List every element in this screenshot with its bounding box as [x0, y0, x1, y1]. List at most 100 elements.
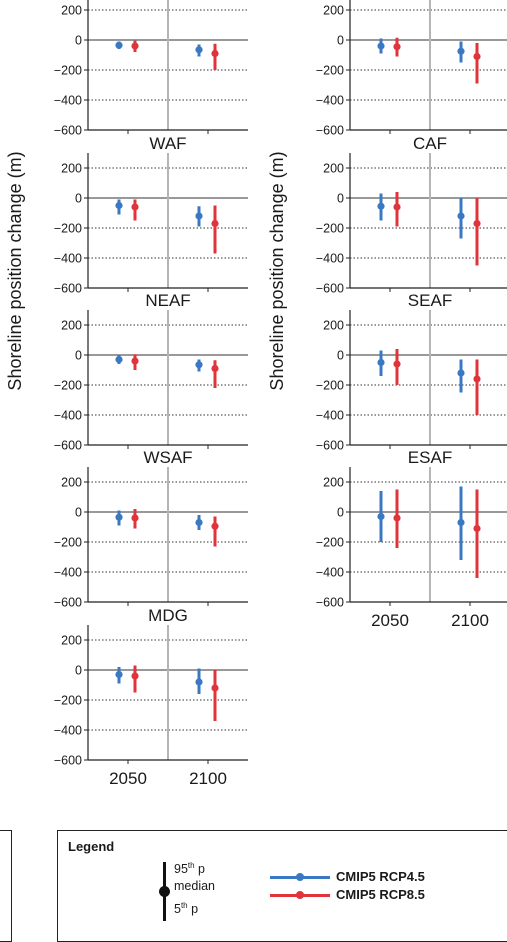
rcp85-median-2100: [211, 522, 219, 530]
panel-title: SEAF: [408, 291, 452, 310]
y-tick-label: −200: [54, 694, 82, 708]
y-tick-label: 0: [337, 34, 344, 48]
panel-title: WSAF: [143, 448, 192, 467]
panel-sah: SAH2000−200−400−600: [316, 0, 507, 138]
y-tick-label: 0: [337, 192, 344, 206]
y-tick-label: −400: [316, 409, 344, 423]
rcp45-median-2050: [115, 355, 123, 364]
y-tick-label: −200: [316, 222, 344, 236]
panel-seaf: SEAF 200 0 −200 −400 −600: [316, 291, 507, 453]
legend-rcp85-label: CMIP5 RCP8.5: [336, 887, 425, 902]
y-tick-label: 0: [75, 506, 82, 520]
y-tick-label: −200: [316, 64, 344, 78]
rcp85-median-2050: [393, 43, 401, 51]
y-tick-label: −400: [54, 94, 82, 108]
panel-caf: CAF 200 0 −200 −400 −600: [316, 134, 507, 296]
figure: MED2000−200−400−600SAH2000−200−400−600WA…: [5, 0, 507, 788]
legend-p95-label: 95th p: [174, 861, 206, 877]
x-tick-label: 2050: [109, 769, 147, 788]
y-tick-label: 200: [323, 476, 344, 490]
y-tick-label: 0: [75, 34, 82, 48]
cropped-box: [0, 830, 12, 942]
panel-esaf: ESAF 200 0 −200 −400 −600 2050 2100: [316, 448, 507, 630]
y-tick-label: −600: [54, 754, 82, 768]
rcp45-median-2100: [457, 212, 465, 220]
y-tick-label: −400: [316, 252, 344, 266]
y-tick-label: −600: [316, 439, 344, 453]
y-tick-label: −400: [316, 566, 344, 580]
rcp85-median-2100: [211, 219, 219, 228]
rcp85-median-2100: [211, 364, 219, 373]
y-tick-label: 0: [337, 506, 344, 520]
rcp85-median-2050: [131, 42, 139, 50]
y-tick-label: −200: [54, 222, 82, 236]
y-tick-label: −200: [54, 64, 82, 78]
rcp45-median-2050: [115, 670, 123, 679]
rcp85-median-2050: [393, 203, 401, 211]
rcp85-median-2100: [211, 684, 219, 692]
rcp85-median-2050: [393, 360, 401, 368]
rcp85-median-2050: [131, 357, 139, 365]
rcp45-median-2100: [195, 46, 203, 54]
rcp85-median-2050: [393, 514, 401, 522]
rcp45-median-2050: [377, 42, 385, 50]
legend-p5-label: 5th p: [174, 901, 199, 917]
y-tick-label: −200: [54, 536, 82, 550]
y-tick-label: −600: [54, 282, 82, 296]
rcp85-median-2100: [473, 219, 481, 228]
rcp45-median-2100: [457, 47, 465, 55]
panel-med: MED2000−200−400−600: [54, 0, 248, 138]
y-tick-label: 0: [75, 664, 82, 678]
x-tick-label: 2100: [189, 769, 227, 788]
y-tick-label: 0: [75, 349, 82, 363]
panel-title: MDG: [148, 606, 188, 625]
y-axis-title-right: Shoreline position change (m): [267, 151, 287, 390]
rcp85-median-2100: [473, 375, 481, 383]
rcp45-median-2050: [115, 513, 123, 521]
panel-waf: WAF 200 0 −200 −400 −600: [54, 134, 248, 296]
rcp85-median-2050: [131, 514, 139, 522]
y-tick-label: 0: [337, 349, 344, 363]
y-tick-label: −600: [54, 596, 82, 610]
rcp45-median-2050: [377, 512, 385, 521]
y-tick-label: 200: [323, 319, 344, 333]
rcp45-median-2100: [195, 678, 203, 686]
legend-rcp45-marker: [296, 873, 304, 881]
y-tick-label: 200: [61, 4, 82, 18]
panel-title: NEAF: [145, 291, 190, 310]
y-tick-label: −600: [316, 596, 344, 610]
rcp85-median-2100: [473, 524, 481, 533]
y-tick-label: −400: [54, 724, 82, 738]
x-tick-label: 2050: [371, 611, 409, 630]
panel-mdg: MDG 200 0 −200 −400 −600 2050 2100: [54, 606, 248, 788]
y-tick-label: 200: [61, 476, 82, 490]
legend-median-dot: [159, 886, 170, 897]
rcp85-median-2100: [473, 52, 481, 61]
rcp45-median-2100: [195, 212, 203, 220]
rcp45-median-2100: [195, 361, 203, 369]
y-tick-label: −600: [54, 124, 82, 138]
y-tick-label: −400: [316, 94, 344, 108]
y-tick-label: 0: [75, 192, 82, 206]
panel-title: ESAF: [408, 448, 452, 467]
y-tick-label: 200: [61, 634, 82, 648]
rcp85-median-2050: [131, 203, 139, 211]
y-tick-label: −600: [54, 439, 82, 453]
rcp45-median-2050: [377, 202, 385, 210]
y-tick-label: 200: [323, 162, 344, 176]
legend-title: Legend: [68, 839, 115, 854]
y-tick-label: −600: [316, 124, 344, 138]
legend-median-label: median: [174, 879, 215, 893]
rcp45-median-2050: [377, 358, 385, 367]
y-tick-label: −400: [54, 566, 82, 580]
rcp45-median-2100: [457, 369, 465, 377]
y-tick-label: −200: [316, 379, 344, 393]
rcp45-median-2050: [115, 41, 123, 49]
rcp45-median-2100: [195, 518, 203, 527]
rcp85-median-2100: [211, 49, 219, 58]
y-tick-label: 200: [323, 4, 344, 18]
rcp45-median-2050: [115, 201, 123, 210]
panel-wsaf: WSAF 200 0 −200 −400 −600: [54, 448, 248, 610]
legend-rcp45-label: CMIP5 RCP4.5: [336, 869, 425, 884]
y-tick-label: 200: [61, 162, 82, 176]
